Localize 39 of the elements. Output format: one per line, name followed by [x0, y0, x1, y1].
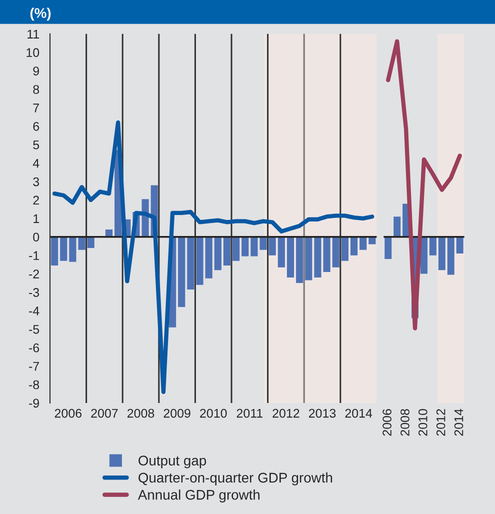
- x-tick-label: 2012: [272, 408, 300, 418]
- chart-title: (%): [30, 8, 51, 21]
- x-tick-label: 2006: [382, 409, 392, 436]
- x-tick-label: 2006: [54, 408, 82, 418]
- x-tick-label: 2012: [436, 409, 446, 436]
- y-tick-label: 7: [33, 104, 39, 112]
- x-tick-label: 2008: [127, 408, 154, 418]
- y-tick-label: 5: [33, 140, 40, 150]
- y-tick-label: 8: [33, 85, 40, 94]
- x-tick-label: 2011: [236, 408, 262, 418]
- y-tick-label: 1: [34, 214, 39, 223]
- legend-label: Annual GDP growth: [138, 490, 260, 502]
- x-tick-label: 2013: [308, 408, 336, 418]
- y-tick-label: -1: [29, 251, 39, 260]
- y-tick-label: -4: [29, 306, 40, 316]
- y-tick-label: -2: [29, 270, 39, 278]
- y-tick-label: -5: [29, 325, 40, 334]
- y-tick-label: 0: [33, 232, 40, 242]
- x-tick-label: 2007: [91, 408, 118, 418]
- x-tick-label: 2014: [454, 408, 464, 436]
- y-tick-label: -9: [29, 398, 39, 408]
- y-tick-label: 4: [32, 159, 40, 168]
- x-tick-label: 2014: [345, 408, 372, 418]
- legend-label: Output gap: [138, 456, 206, 468]
- y-tick-label: 2: [33, 196, 39, 205]
- x-tick-label: 2008: [400, 409, 410, 436]
- y-tick-label: -6: [29, 343, 40, 352]
- y-tick-label: 9: [33, 66, 39, 76]
- y-tick-label: 10: [26, 48, 40, 58]
- legend-label: Quarter-on-quarter GDP growth: [138, 472, 332, 486]
- y-tick-label: 6: [33, 122, 40, 131]
- y-tick-label: 11: [28, 30, 39, 38]
- y-tick-label: -7: [29, 362, 39, 371]
- x-tick-label: 2009: [164, 408, 190, 418]
- y-tick-label: -3: [29, 288, 40, 297]
- y-tick-label: -8: [29, 380, 40, 390]
- x-tick-label: 2010: [200, 408, 227, 418]
- x-tick-label: 2010: [418, 409, 428, 436]
- y-tick-label: 3: [33, 177, 40, 186]
